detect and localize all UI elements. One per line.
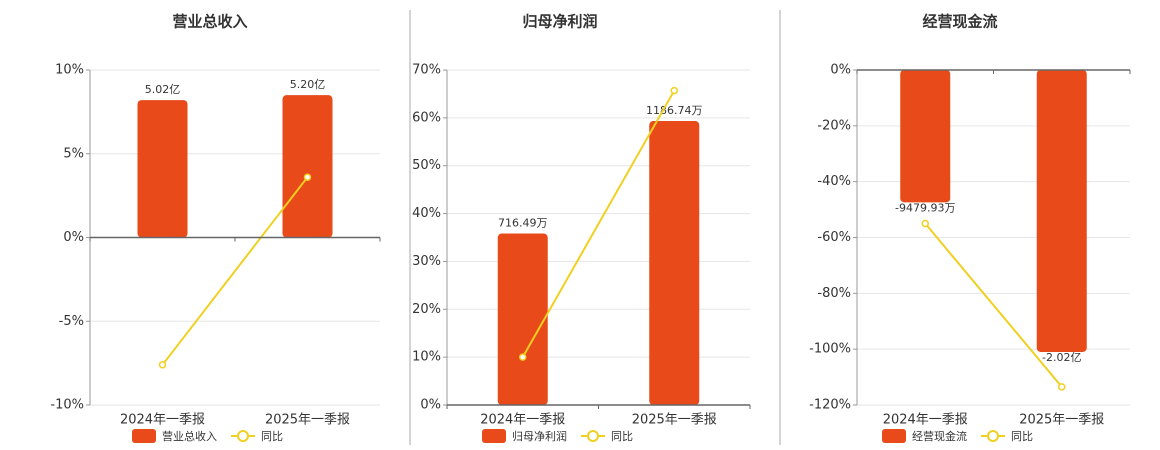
- y-tick-label: 0%: [830, 63, 851, 78]
- value-label: 1186.74万: [646, 104, 703, 117]
- legend-swatch: [587, 430, 599, 442]
- line-point: [519, 353, 527, 361]
- x-tick-label: 2025年一季报: [265, 413, 350, 428]
- value-label: -2.02亿: [1042, 351, 1081, 364]
- bar: [900, 70, 951, 203]
- bar: [497, 233, 548, 405]
- y-tick-label: -60%: [817, 230, 851, 245]
- legend-label: 经营现金流: [912, 429, 967, 443]
- line: [924, 222, 1063, 388]
- line: [521, 90, 676, 358]
- chart-title: 营业总收入: [172, 13, 247, 31]
- legend-swatch: [987, 430, 999, 442]
- line: [161, 176, 309, 366]
- legend-label: 营业总收入: [162, 429, 217, 443]
- y-tick-label: 0%: [63, 230, 84, 245]
- y-tick-label: -5%: [59, 314, 84, 329]
- legend-label: 同比: [611, 430, 633, 443]
- y-tick-label: 10%: [412, 350, 441, 365]
- chart-title: 经营现金流: [922, 13, 997, 31]
- bar: [1036, 70, 1087, 352]
- line-point: [921, 219, 929, 228]
- legend-swatch: [132, 429, 156, 443]
- y-tick-label: -20%: [817, 118, 851, 133]
- value-label: 5.20亿: [290, 78, 326, 91]
- line-point: [670, 86, 678, 95]
- value-label: -9479.93万: [895, 201, 955, 214]
- value-label: 5.02亿: [145, 83, 181, 96]
- value-label: 716.49万: [498, 217, 548, 230]
- x-tick-label: 2025年一季报: [632, 413, 717, 428]
- x-tick-label: 2024年一季报: [120, 413, 205, 428]
- legend-label: 归母净利润: [512, 429, 567, 443]
- y-tick-label: 10%: [55, 63, 84, 78]
- y-tick-label: 60%: [412, 110, 441, 125]
- legend-swatch: [882, 429, 906, 443]
- y-tick-label: 70%: [412, 63, 441, 78]
- legend-label: 同比: [1011, 430, 1033, 443]
- bar: [137, 100, 188, 238]
- y-tick-label: 30%: [412, 254, 441, 269]
- legend-swatch: [237, 430, 249, 442]
- y-tick-label: -10%: [50, 398, 84, 413]
- y-tick-label: 20%: [412, 302, 441, 317]
- y-tick-label: 5%: [63, 146, 84, 161]
- y-tick-label: -100%: [809, 342, 851, 357]
- y-tick-label: -80%: [817, 286, 851, 301]
- x-tick-label: 2025年一季报: [1019, 413, 1104, 428]
- y-tick-label: 0%: [420, 398, 441, 413]
- y-tick-label: -40%: [817, 174, 851, 189]
- line-point: [303, 173, 312, 181]
- y-tick-label: 50%: [412, 158, 441, 173]
- bar: [649, 121, 700, 405]
- line-point: [158, 361, 167, 369]
- line-point: [1058, 383, 1066, 391]
- x-tick-label: 2024年一季报: [883, 413, 968, 428]
- bar: [282, 95, 333, 238]
- y-tick-label: 40%: [412, 206, 441, 221]
- legend-label: 同比: [261, 430, 283, 443]
- x-tick-label: 2024年一季报: [480, 413, 565, 428]
- legend-swatch: [482, 429, 506, 443]
- y-tick-label: -120%: [809, 398, 851, 413]
- chart-title: 归母净利润: [522, 13, 597, 31]
